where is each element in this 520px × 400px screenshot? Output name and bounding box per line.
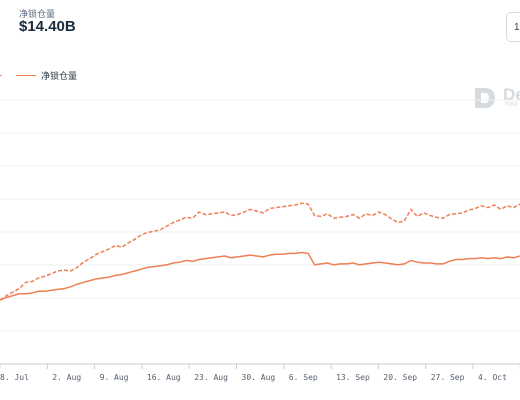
x-tick-label: 27. Sep <box>431 373 465 382</box>
watermark-text: De <box>503 85 520 104</box>
x-axis: 8. Jul 2. Aug 9. Aug 16. Aug 23. Aug 30. Aug 6… <box>0 364 520 382</box>
chart-grid <box>0 99 520 365</box>
x-tick-label: 6. Sep <box>289 373 318 382</box>
metric-title: 净锁仓量 <box>19 9 56 19</box>
metric-value: $14.40B <box>19 18 76 35</box>
legend-swatch-tvl <box>16 75 36 76</box>
x-tick-label: 30. Aug <box>242 373 276 382</box>
legend-item-dashed-series[interactable] <box>0 69 8 83</box>
legend-swatch-dashed <box>0 75 2 76</box>
x-tick-label: 23. Aug <box>194 373 228 382</box>
legend-label-tvl: 净锁仓量 <box>41 71 78 81</box>
logo-icon <box>475 88 495 108</box>
watermark-logo: De Your <box>472 85 520 116</box>
x-tick-label: 16. Aug <box>147 373 181 382</box>
chart-series <box>0 202 520 301</box>
x-tick-label: 8. Jul <box>0 373 29 382</box>
legend-item-tvl[interactable]: 净锁仓量 <box>16 69 96 83</box>
series-line-tvl <box>0 251 520 301</box>
x-tick-label: 13. Sep <box>336 373 370 382</box>
x-tick-label: 20. Sep <box>383 373 417 382</box>
range-button[interactable]: 1 <box>506 12 520 42</box>
x-tick-label: 9. Aug <box>100 373 129 382</box>
series-line-dashed <box>0 202 520 301</box>
watermark-subtext: Your <box>504 101 519 108</box>
x-tick-label: 2. Aug <box>52 373 81 382</box>
x-tick-label: 4. Oct <box>478 373 507 382</box>
